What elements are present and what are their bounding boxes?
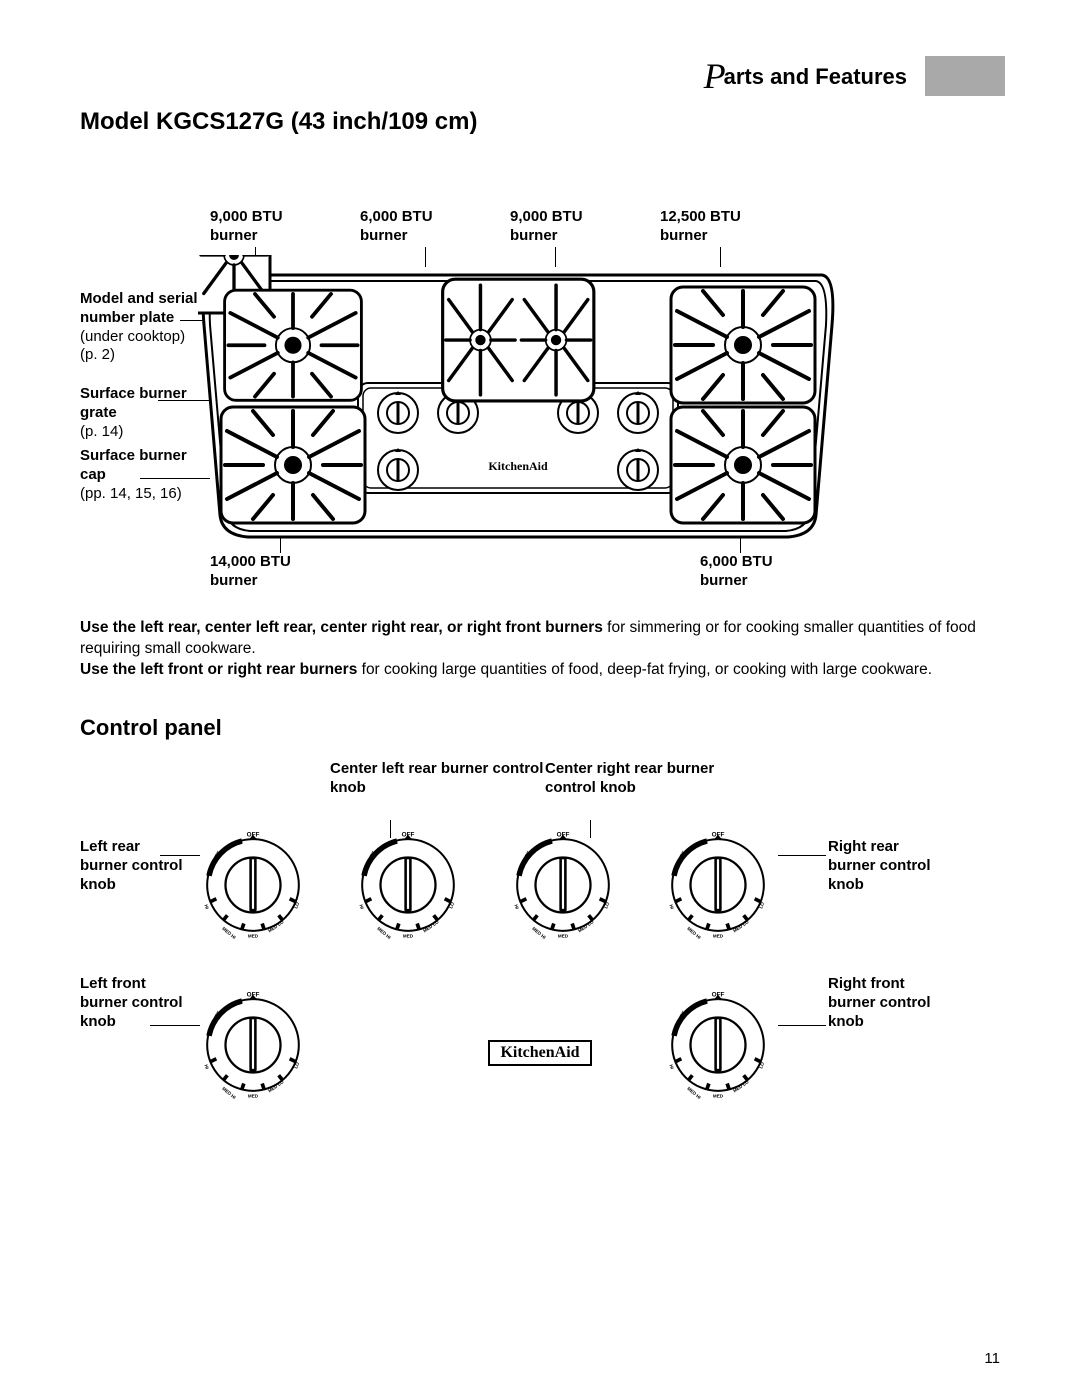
knob-label: Left front burner control knob: [80, 975, 190, 1031]
svg-text:MED: MED: [403, 933, 414, 938]
svg-text:LO: LO: [293, 901, 300, 909]
control-panel-heading: Control panel: [80, 715, 222, 741]
knob-label: Center left rear burner control knob: [330, 760, 545, 798]
svg-text:MED HI: MED HI: [221, 926, 236, 940]
script-letter: P: [704, 56, 726, 96]
btu-word: burner: [210, 227, 258, 244]
knob-row-rear: OFF LITE HI MED HI MED MED LO LO OFF LIT…: [198, 830, 838, 950]
svg-text:MED: MED: [713, 1093, 724, 1098]
knob-label: Left rear burner control knob: [80, 838, 190, 894]
knob-label-text: Center right rear burner control knob: [545, 760, 714, 796]
instruction-bold: Use the left rear, center left rear, cen…: [80, 619, 603, 636]
brand-text: KitchenAid: [488, 1040, 591, 1066]
cp-upper-labels: Center left rear burner control knob Cen…: [330, 760, 760, 798]
knob-left-rear: OFF LITE HI MED HI MED MED LO LO: [198, 830, 308, 940]
svg-text:MED: MED: [558, 933, 569, 938]
svg-text:MED HI: MED HI: [686, 926, 701, 940]
svg-text:MED HI: MED HI: [531, 926, 546, 940]
btu-word: burner: [360, 227, 408, 244]
usage-instructions: Use the left rear, center left rear, cen…: [80, 618, 1005, 681]
svg-text:OFF: OFF: [247, 991, 260, 998]
callout-plain: (under cooktop) (p. 2): [80, 328, 185, 364]
btu-word: burner: [700, 572, 748, 589]
btu-value: 9,000 BTU: [510, 208, 583, 225]
knob-label-text: Right rear burner control knob: [828, 838, 931, 893]
svg-text:LO: LO: [448, 901, 455, 909]
page-number: 11: [984, 1350, 1000, 1367]
btu-value: 9,000 BTU: [210, 208, 283, 225]
svg-text:MED: MED: [248, 1093, 259, 1098]
top-burner-labels: 9,000 BTU burner 6,000 BTU burner 9,000 …: [210, 208, 810, 246]
page-section-title: Parts and Features: [704, 55, 907, 97]
svg-text:OFF: OFF: [712, 991, 725, 998]
svg-text:LO: LO: [603, 901, 610, 909]
btu-value: 6,000 BTU: [360, 208, 433, 225]
knob-off-text: OFF: [247, 831, 260, 838]
brand-badge-icon: [925, 56, 1005, 96]
knob-center-left-rear: OFF LITE HI MED HI MED MED LO LO: [353, 830, 463, 940]
svg-text:HI: HI: [668, 904, 674, 910]
knob-label: Right rear burner control knob: [828, 838, 938, 894]
svg-text:KitchenAid: KitchenAid: [488, 459, 548, 473]
instruction-bold: Use the left front or right rear burners: [80, 661, 357, 678]
leader-line: [778, 855, 826, 856]
burner-label: 6,000 BTU burner: [700, 553, 773, 591]
knob-right-rear: OFF LITE HI MED HI MED MED LO LO: [663, 830, 773, 940]
knob-center-right-rear: OFF LITE HI MED HI MED MED LO LO: [508, 830, 618, 940]
leader-line: [150, 1025, 200, 1026]
burner-label: 14,000 BTU burner: [210, 553, 291, 591]
btu-value: 6,000 BTU: [700, 553, 773, 570]
btu-value: 14,000 BTU: [210, 553, 291, 570]
knob-label-text: Right front burner control knob: [828, 975, 931, 1030]
svg-text:LO: LO: [758, 901, 765, 909]
btu-word: burner: [210, 572, 258, 589]
leader-line: [160, 855, 200, 856]
svg-text:MED HI: MED HI: [376, 926, 391, 940]
callout-plain: (p. 14): [80, 423, 123, 440]
btu-word: burner: [660, 227, 708, 244]
cooktop-diagram: KitchenAid: [198, 255, 838, 545]
burner-label: 12,500 BTU burner: [660, 208, 810, 246]
callout-plain: (pp. 14, 15, 16): [80, 485, 182, 502]
model-title: Model KGCS127G (43 inch/109 cm): [80, 108, 477, 136]
svg-text:OFF: OFF: [557, 831, 570, 838]
knob-label-text: Left front burner control knob: [80, 975, 183, 1030]
svg-text:MED: MED: [713, 933, 724, 938]
knob-label-text: Left rear burner control knob: [80, 838, 183, 893]
svg-text:OFF: OFF: [402, 831, 415, 838]
instruction-text: for cooking large quantities of food, de…: [357, 661, 932, 678]
svg-text:HI: HI: [358, 904, 364, 910]
leader-line: [778, 1025, 826, 1026]
svg-text:MED HI: MED HI: [221, 1086, 236, 1100]
btu-value: 12,500 BTU: [660, 208, 741, 225]
knob-label-text: Center left rear burner control knob: [330, 760, 543, 796]
brand-logo-text: KitchenAid: [0, 1040, 1080, 1066]
burner-label: 9,000 BTU burner: [210, 208, 360, 246]
svg-text:HI: HI: [513, 904, 519, 910]
btu-word: burner: [510, 227, 558, 244]
svg-text:MED: MED: [248, 933, 259, 938]
svg-text:MED HI: MED HI: [686, 1086, 701, 1100]
burner-label: 6,000 BTU burner: [360, 208, 510, 246]
knob-label: Right front burner control knob: [828, 975, 938, 1031]
callout-bold: Surface burner grate: [80, 385, 187, 421]
svg-text:OFF: OFF: [712, 831, 725, 838]
knob-label: Center right rear burner control knob: [545, 760, 760, 798]
svg-text:HI: HI: [203, 904, 209, 910]
burner-label: 9,000 BTU burner: [510, 208, 660, 246]
section-title-rest: arts and Features: [724, 64, 907, 89]
